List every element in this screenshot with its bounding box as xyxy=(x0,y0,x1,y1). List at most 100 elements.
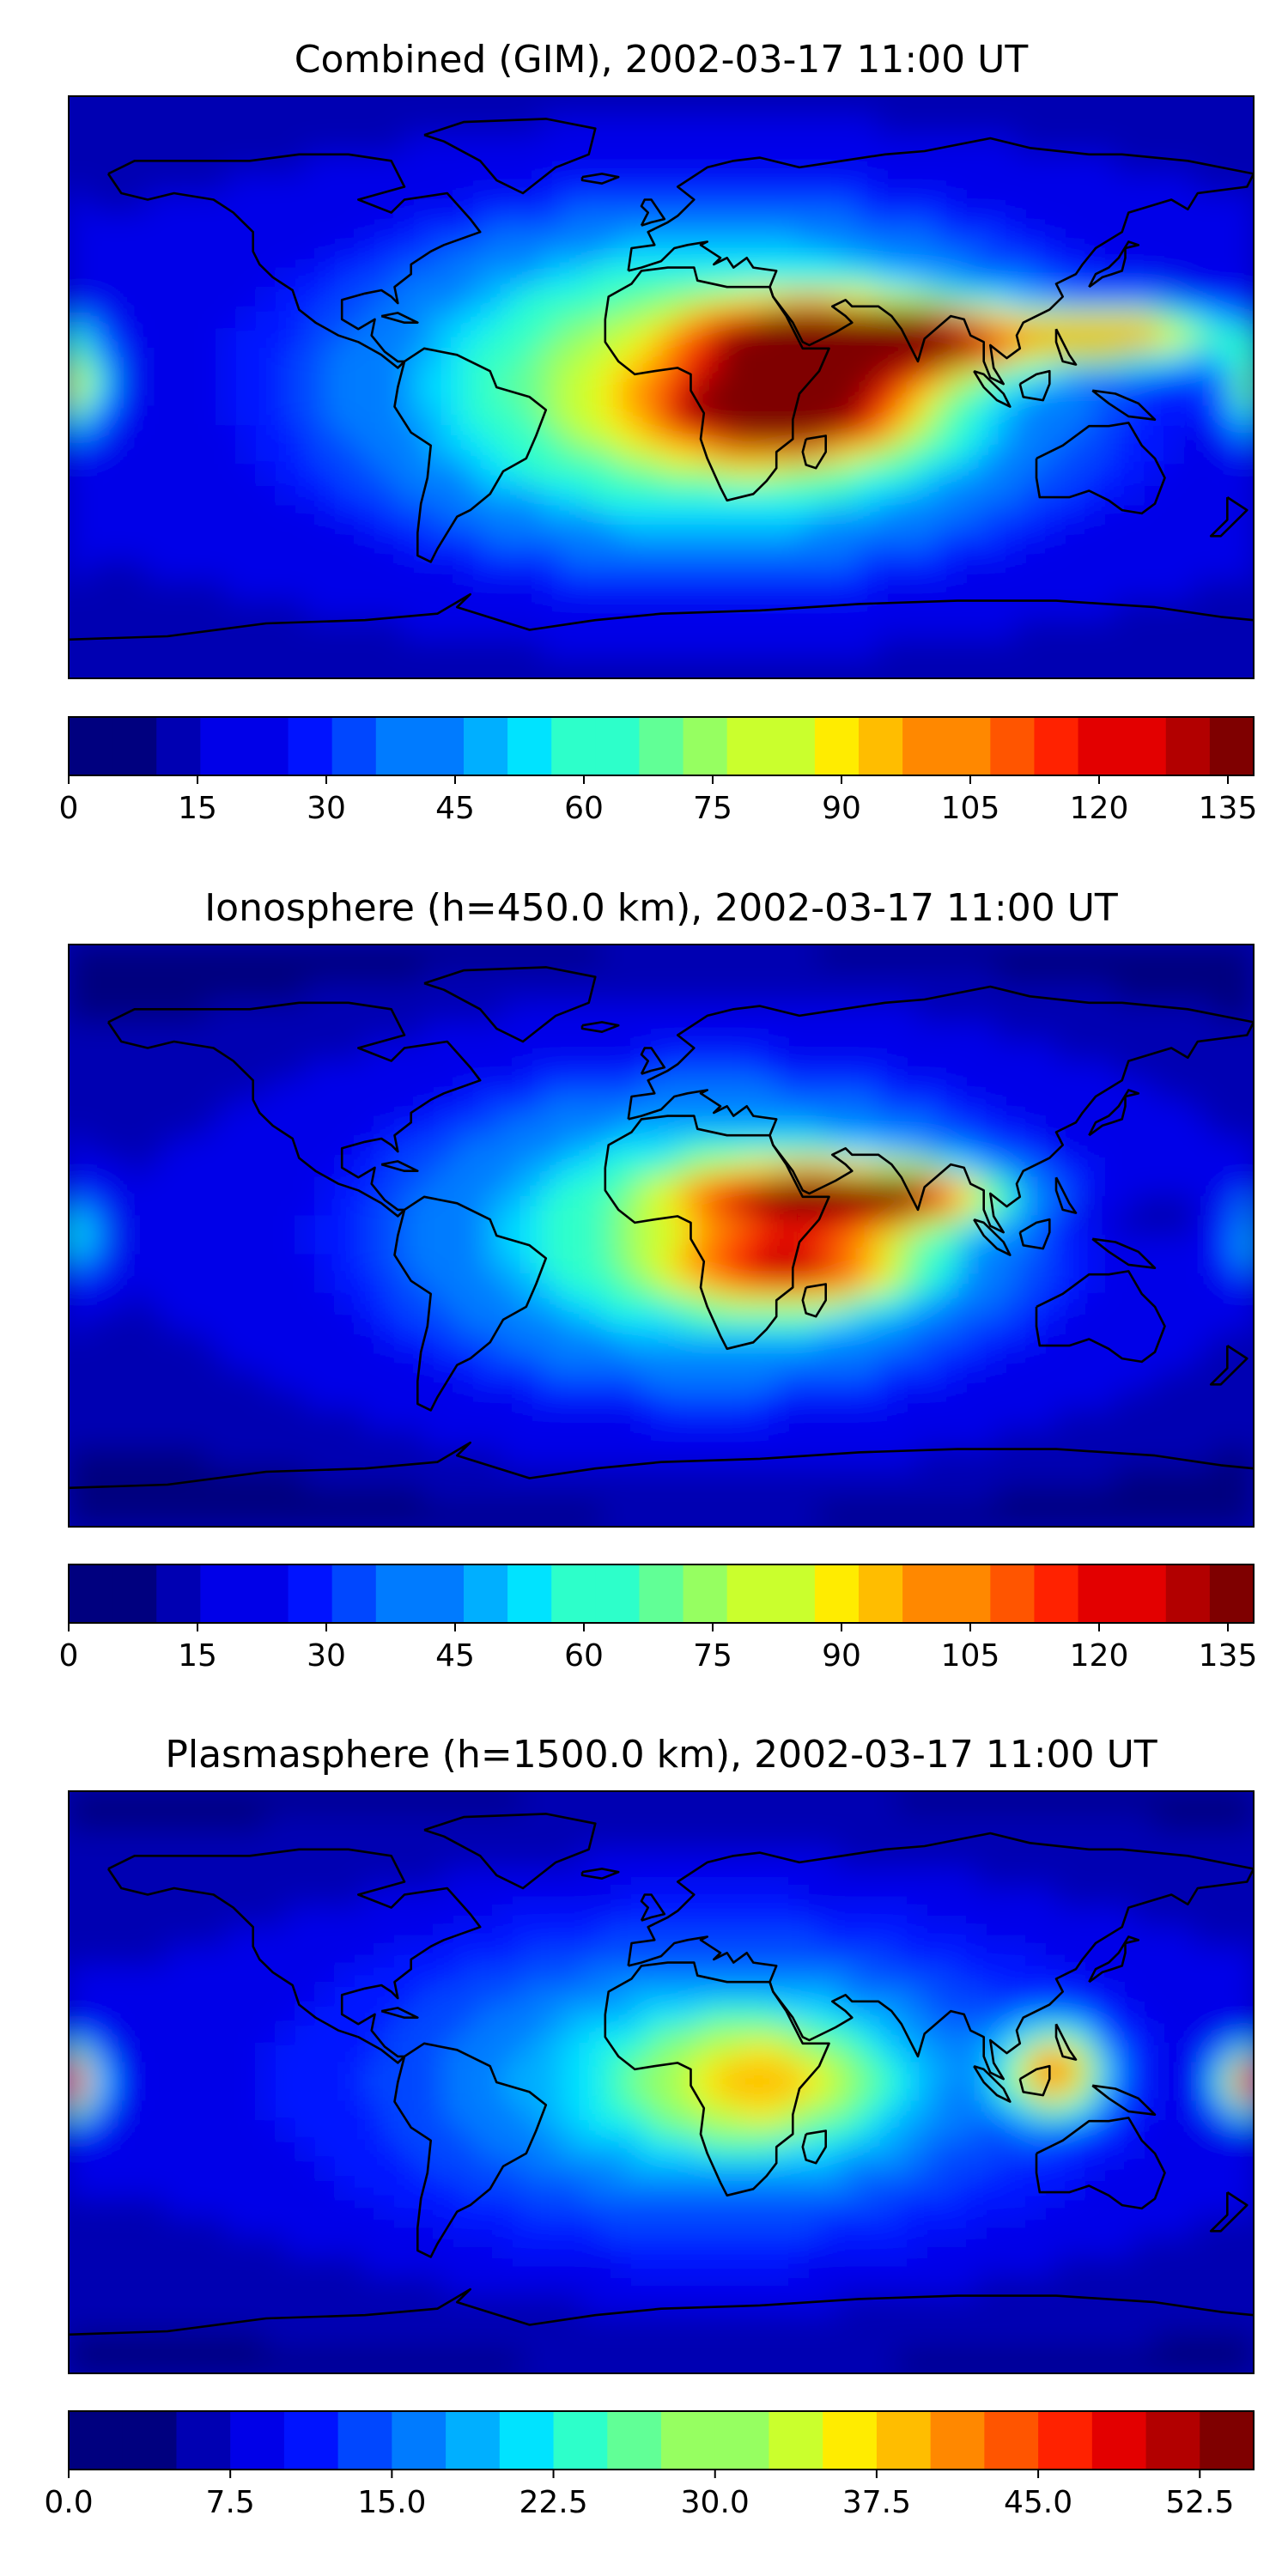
colorbar-segment xyxy=(1165,1564,1211,1623)
colorbar-segment xyxy=(859,1564,903,1623)
colorbar-segment xyxy=(661,2411,716,2470)
colorbar-segment xyxy=(69,1564,113,1623)
coastline xyxy=(640,1047,666,1075)
map-frame xyxy=(68,95,1255,679)
colorbar-tick-label: 15 xyxy=(178,791,217,826)
coastline xyxy=(1088,1935,1140,1984)
colorbar-segment xyxy=(1038,2411,1093,2470)
colorbar-segment xyxy=(507,717,552,775)
coastline xyxy=(801,434,827,470)
colorbar-segment xyxy=(714,2411,770,2470)
map-area xyxy=(69,1791,1254,2373)
colorbar-segment xyxy=(331,717,377,775)
coastline-layer xyxy=(69,118,1254,641)
colorbar-segment xyxy=(176,2411,231,2470)
colorbar-tick-label: 45 xyxy=(435,791,475,826)
colorbar-segment xyxy=(553,2411,608,2470)
colorbar-segment xyxy=(331,1564,377,1623)
colorbar-segment xyxy=(946,1564,991,1623)
colorbar-segment xyxy=(1200,2411,1255,2470)
coastline xyxy=(69,1441,1254,1490)
coastline xyxy=(423,966,597,1043)
coastline xyxy=(1018,369,1051,402)
coastline xyxy=(640,198,666,227)
colorbar-tick-label: 75 xyxy=(693,1638,732,1674)
colorbar-segment xyxy=(1121,717,1167,775)
coastline xyxy=(1035,2117,1166,2210)
colorbar-segment xyxy=(814,1564,860,1623)
colorbar-tick-label: 37.5 xyxy=(842,2485,911,2520)
colorbar-segment xyxy=(375,1564,421,1623)
colorbar-tick-label: 120 xyxy=(1070,1638,1129,1674)
map-area xyxy=(69,945,1254,1527)
colorbar-segment xyxy=(683,1564,728,1623)
colorbar-tick-label: 30 xyxy=(307,791,346,826)
colorbar-segment xyxy=(419,717,465,775)
coastline xyxy=(973,2064,1012,2103)
coastline xyxy=(973,369,1012,408)
coastline xyxy=(580,1021,620,1033)
colorbar-segment xyxy=(69,717,113,775)
colorbar-tick-label: 30.0 xyxy=(681,2485,750,2520)
colorbar-tick-label: 15 xyxy=(178,1638,217,1674)
colorbar-segment xyxy=(726,717,772,775)
coastline xyxy=(604,1961,830,2197)
panel-plasmasphere: Plasmasphere (h=1500.0 km), 2002-03-17 1… xyxy=(44,1733,1255,2520)
coastline xyxy=(380,1160,419,1172)
colorbar-segment xyxy=(1121,1564,1167,1623)
colorbar-segment xyxy=(876,2411,932,2470)
colorbar-segment xyxy=(551,1564,596,1623)
map-frame xyxy=(68,944,1255,1528)
coastline xyxy=(106,1001,482,1218)
colorbar-segment xyxy=(337,2411,392,2470)
colorbar-tick-label: 135 xyxy=(1199,1638,1258,1674)
coastline xyxy=(1091,2084,1157,2116)
colorbar-segment xyxy=(823,2411,878,2470)
colorbar-segment xyxy=(814,717,860,775)
colorbar-tick-label: 15.0 xyxy=(357,2485,426,2520)
colorbar-segment xyxy=(392,2411,447,2470)
colorbar-segment xyxy=(244,717,289,775)
coastline xyxy=(1091,389,1157,421)
colorbar-tick-label: 52.5 xyxy=(1165,2485,1234,2520)
colorbar-tick-label: 30 xyxy=(307,1638,346,1674)
colorbar-segment xyxy=(156,717,201,775)
colorbar-segment xyxy=(288,1564,333,1623)
colorbar-segment xyxy=(446,2411,501,2470)
colorbar-segment xyxy=(69,2411,124,2470)
coastline xyxy=(1054,1176,1078,1214)
panel-title: Combined (GIM), 2002-03-17 11:00 UT xyxy=(295,38,1029,82)
colorbar-segment xyxy=(984,2411,1039,2470)
colorbar-segment xyxy=(990,717,1036,775)
coastline xyxy=(640,1893,666,1922)
colorbar-segment xyxy=(1091,2411,1147,2470)
coastline xyxy=(627,1832,1254,2081)
colorbar-tick-label: 135 xyxy=(1199,791,1258,826)
coastline xyxy=(604,266,830,502)
coastline xyxy=(393,347,548,563)
coastline xyxy=(69,592,1254,641)
tec-field xyxy=(69,945,1254,1527)
coastline-layer xyxy=(69,1813,1254,2336)
colorbar-frame xyxy=(68,1564,1255,1624)
colorbar-segment xyxy=(639,1564,684,1623)
colorbar-tick-label: 120 xyxy=(1070,791,1129,826)
map-frame xyxy=(68,1790,1255,2374)
colorbar: 0 15 30 45 60 75 90 105 120 135 xyxy=(59,1564,1258,1674)
colorbar-segment xyxy=(990,1564,1036,1623)
colorbar-tick-label: 60 xyxy=(564,1638,604,1674)
coastline xyxy=(1035,422,1166,515)
colorbar-segment xyxy=(464,717,508,775)
coastline xyxy=(1088,240,1140,289)
colorbar-tick-label: 105 xyxy=(941,791,1000,826)
map-area xyxy=(69,96,1254,678)
coastline xyxy=(1091,1237,1157,1269)
coastline xyxy=(1018,2064,1051,2097)
coastline xyxy=(423,1813,597,1890)
colorbar-segment xyxy=(230,2411,285,2470)
panel-ionosphere: Ionosphere (h=450.0 km), 2002-03-17 11:0… xyxy=(59,886,1258,1674)
colorbar-segment xyxy=(770,1564,816,1623)
colorbar-segment xyxy=(902,717,947,775)
colorbar-tick-label: 90 xyxy=(822,791,861,826)
coastline xyxy=(627,985,1254,1234)
